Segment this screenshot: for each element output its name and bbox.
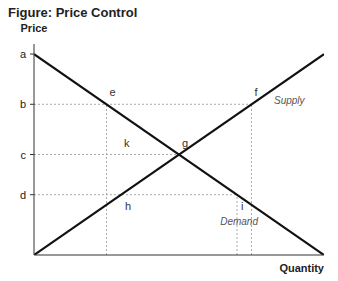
series-line — [34, 54, 324, 255]
series-label: Supply — [274, 95, 306, 106]
guide-line — [251, 104, 252, 255]
y-tick — [30, 194, 34, 195]
point-label: f — [255, 86, 259, 98]
y-tick-label: a — [20, 48, 27, 60]
title: Figure: Price Control — [8, 5, 137, 20]
y-tick-label: c — [21, 149, 27, 161]
y-axis-label: Price — [21, 22, 48, 34]
series-label: Demand — [220, 216, 258, 227]
point-label: i — [241, 200, 243, 212]
x-axis-label: Quantity — [279, 262, 324, 274]
y-tick-label: d — [20, 189, 26, 201]
guide-line — [34, 194, 237, 195]
guide-line — [106, 104, 107, 255]
plot-area — [34, 54, 324, 255]
y-tick — [30, 104, 34, 105]
series-line — [34, 54, 324, 255]
y-tick-label: b — [20, 98, 26, 110]
point-label: e — [110, 86, 116, 98]
y-tick — [30, 154, 34, 155]
chart: Figure: Price Control a b c d Price Quantity Su… — [0, 0, 338, 281]
y-axis — [34, 44, 35, 255]
y-tick — [30, 54, 34, 55]
point-label: k — [124, 137, 130, 149]
point-label: h — [125, 200, 131, 212]
guide-line — [34, 104, 252, 105]
point-label: g — [182, 137, 188, 149]
x-axis — [34, 255, 324, 256]
